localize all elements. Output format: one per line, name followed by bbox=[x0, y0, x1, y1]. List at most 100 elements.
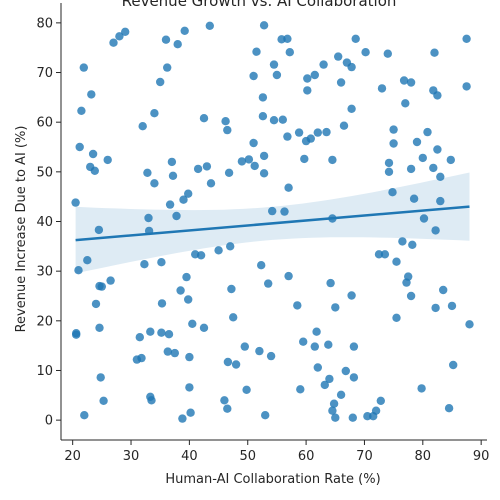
x-tick-label: 30 bbox=[123, 449, 140, 464]
data-point bbox=[157, 299, 167, 308]
data-point bbox=[433, 91, 442, 100]
x-tick-label: 80 bbox=[415, 449, 432, 464]
data-point bbox=[90, 166, 100, 175]
data-point bbox=[406, 164, 416, 174]
data-point bbox=[172, 211, 181, 221]
data-point bbox=[449, 360, 458, 370]
data-point bbox=[384, 158, 394, 168]
data-point bbox=[331, 303, 340, 312]
data-point bbox=[121, 27, 130, 36]
data-point bbox=[436, 172, 445, 181]
data-point bbox=[408, 240, 417, 249]
data-point bbox=[269, 116, 279, 125]
data-point bbox=[202, 162, 212, 171]
data-point bbox=[444, 404, 454, 413]
data-point bbox=[180, 26, 189, 35]
data-point bbox=[72, 330, 81, 339]
data-point bbox=[196, 251, 206, 260]
data-point bbox=[75, 142, 84, 152]
data-point bbox=[135, 333, 144, 342]
data-point bbox=[278, 115, 287, 124]
data-point bbox=[272, 70, 282, 80]
data-point bbox=[165, 200, 175, 209]
data-point bbox=[103, 155, 112, 165]
x-tick-label: 60 bbox=[298, 449, 315, 464]
data-point bbox=[409, 194, 419, 203]
data-point bbox=[161, 35, 171, 44]
data-point bbox=[299, 337, 308, 346]
data-point bbox=[268, 206, 277, 216]
data-point bbox=[404, 272, 413, 281]
data-point bbox=[173, 40, 182, 49]
data-point bbox=[163, 347, 172, 356]
data-point bbox=[115, 32, 124, 41]
data-point bbox=[168, 171, 178, 180]
data-point bbox=[74, 266, 83, 275]
data-point bbox=[199, 114, 209, 123]
data-point bbox=[336, 78, 346, 87]
data-point bbox=[283, 34, 292, 43]
data-point bbox=[140, 260, 149, 269]
x-ticks: 20 30 40 50 60 70 80 90 bbox=[64, 440, 489, 464]
data-point bbox=[371, 406, 381, 415]
data-point bbox=[462, 34, 471, 43]
data-point bbox=[349, 373, 359, 382]
data-point bbox=[430, 48, 439, 57]
data-point bbox=[185, 352, 194, 362]
data-point bbox=[184, 295, 193, 304]
regression-line-group bbox=[75, 205, 470, 242]
data-point bbox=[431, 303, 440, 313]
data-point bbox=[157, 258, 166, 267]
data-point bbox=[206, 179, 216, 188]
data-point bbox=[348, 413, 357, 422]
data-point bbox=[300, 154, 309, 164]
data-point bbox=[266, 351, 276, 361]
data-point bbox=[398, 237, 407, 246]
data-point bbox=[319, 60, 328, 69]
y-tick-label: 60 bbox=[36, 116, 53, 131]
data-point bbox=[341, 366, 350, 376]
data-point bbox=[418, 153, 427, 163]
data-point bbox=[205, 21, 214, 30]
data-point bbox=[264, 279, 273, 288]
y-tick-label: 70 bbox=[36, 66, 53, 81]
data-point bbox=[447, 301, 457, 311]
data-point bbox=[347, 62, 356, 72]
data-point bbox=[339, 121, 349, 130]
data-point bbox=[178, 414, 187, 423]
data-point bbox=[261, 411, 270, 420]
data-point bbox=[249, 138, 258, 148]
data-point bbox=[240, 342, 249, 351]
data-point bbox=[71, 198, 80, 207]
data-point bbox=[465, 320, 474, 329]
x-tick-label: 50 bbox=[239, 449, 256, 464]
data-point bbox=[433, 145, 442, 154]
data-point bbox=[96, 373, 105, 382]
data-point bbox=[284, 183, 293, 192]
data-point bbox=[349, 342, 359, 351]
x-tick-label: 20 bbox=[64, 449, 81, 464]
data-point bbox=[255, 346, 264, 356]
y-tick-label: 30 bbox=[36, 265, 53, 280]
data-point bbox=[94, 225, 104, 235]
data-point bbox=[269, 60, 279, 69]
data-point bbox=[293, 301, 302, 310]
data-point bbox=[439, 285, 448, 295]
data-point bbox=[334, 52, 343, 61]
data-point bbox=[417, 384, 426, 393]
data-point bbox=[223, 357, 233, 367]
data-point bbox=[462, 82, 471, 91]
x-tick-label: 70 bbox=[356, 449, 373, 464]
data-point bbox=[146, 327, 155, 336]
data-point bbox=[259, 21, 269, 30]
data-point bbox=[147, 396, 156, 405]
data-point bbox=[283, 132, 292, 141]
data-point bbox=[188, 319, 197, 328]
data-point bbox=[392, 313, 401, 322]
data-point bbox=[303, 74, 312, 83]
data-point bbox=[325, 374, 334, 384]
data-point bbox=[310, 342, 319, 351]
data-point bbox=[406, 78, 416, 87]
data-point bbox=[322, 127, 331, 137]
data-point bbox=[412, 137, 422, 147]
